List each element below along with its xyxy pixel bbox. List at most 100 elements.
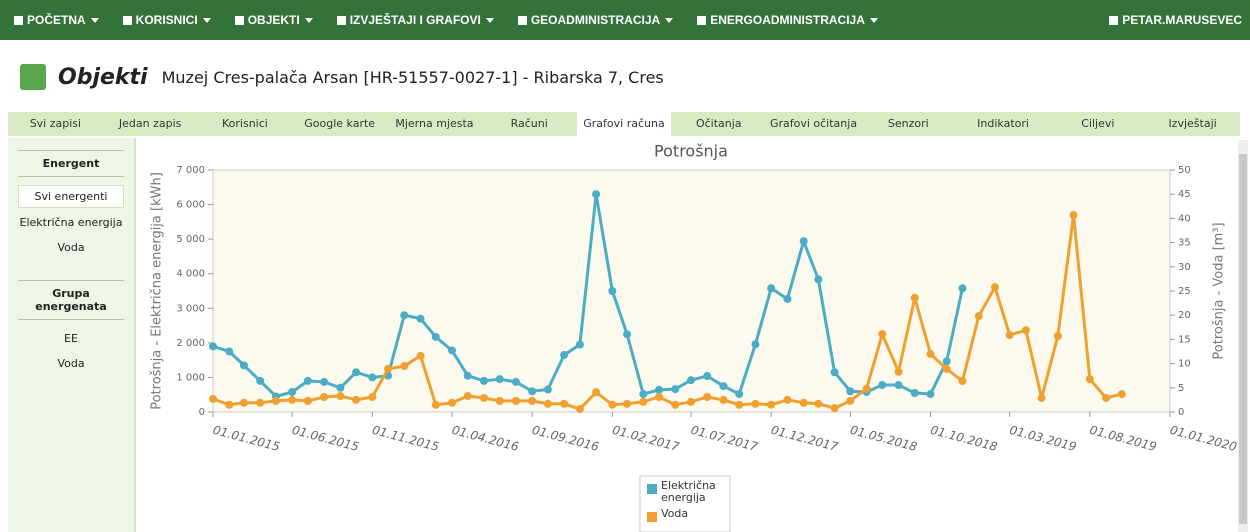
chart-title: Potrošnja [654,142,728,161]
sidebar-group: EE Voda [8,328,134,374]
data-point [814,399,823,408]
data-point [608,287,617,295]
page-title: Objekti [58,64,148,90]
nav-item[interactable]: IZVJEŠTAJI I GRAFOVI [337,13,494,27]
data-point [974,312,983,321]
legend-line: Električna [661,479,716,492]
tab[interactable]: Grafovi računa [576,112,672,136]
data-point [783,395,792,404]
data-point [447,346,456,355]
data-point [735,390,744,399]
data-point [271,396,280,405]
data-point [1085,375,1094,384]
y2-tick-label: 40 [1178,213,1191,224]
tab[interactable]: Očitanja [695,117,742,130]
x-tick-label: 01.11.2015 [371,423,441,454]
legend-swatch [647,512,657,522]
data-point [239,361,248,370]
data-point [431,332,440,341]
data-point [1117,390,1126,399]
data-point [958,284,967,293]
data-point [703,392,712,401]
tab[interactable]: Jedan zapis [118,117,182,130]
nav-item[interactable]: OBJEKTI [235,13,313,27]
x-tick-label: 01.02.2017 [611,423,681,454]
y-tick-label: 2 000 [176,338,205,349]
data-point [479,393,488,402]
data-point [719,382,728,391]
y2-tick-label: 50 [1178,165,1191,176]
x-tick-label: 01.06.2015 [290,423,360,454]
data-point [751,399,760,408]
data-point [463,371,472,380]
sidebar-item[interactable]: Voda [57,241,85,254]
chart: Potrošnja 0 1 000 2 000 3 000 4 000 5 000 6 00… [150,142,1237,532]
data-point [320,392,329,401]
data-point [352,395,361,404]
data-point [655,385,664,394]
tab[interactable]: Izvještaji [1168,117,1217,130]
data-point [894,367,903,376]
tab[interactable]: Google karte [304,117,376,130]
data-point [463,392,472,401]
data-point [894,381,903,390]
sidebar-item[interactable]: Voda [57,357,85,370]
x-tick-label: 01.03.2019 [1008,423,1078,454]
sidebar-item[interactable]: Električna energija [19,216,123,229]
y2-tick-label: 30 [1178,262,1191,273]
nav-item[interactable]: KORISNICI [123,13,211,27]
data-point [303,376,312,385]
data-point [528,387,537,396]
nav-item[interactable]: GEOADMINISTRACIJA [518,13,673,27]
tab[interactable]: Senzori [887,117,929,130]
data-point [209,342,217,351]
x-tick-label: 01.09.2016 [530,423,600,454]
tab[interactable]: Indikatori [977,117,1029,130]
nav-bar: POČETNA KORISNICI OBJEKTI IZVJEŠTAJI I G… [0,0,1250,40]
data-point [686,397,695,406]
data-point [225,347,234,356]
tab[interactable]: Računi [510,117,548,130]
data-point [990,283,999,292]
nav-item[interactable]: POČETNA [14,13,99,27]
data-point [336,392,345,401]
tab[interactable]: Mjerna mjesta [395,117,474,130]
y2-tick-label: 0 [1178,407,1184,418]
tab[interactable]: Ciljevi [1081,117,1115,130]
data-point [910,293,919,302]
sidebar-group: Svi energenti Električna energija Voda [8,185,134,258]
data-point [352,368,361,377]
scroll-thumb[interactable] [1239,154,1247,524]
sidebar-item[interactable]: Svi energenti [18,185,124,208]
data-point [1037,393,1046,402]
y-tick-label: 0 [199,407,205,418]
data-point [751,340,760,349]
x-tick-label: 01.12.2017 [769,423,839,454]
legend-swatch [647,484,657,494]
user-menu[interactable]: PETAR.MARUSEVEC [1109,13,1242,27]
tab[interactable]: Svi zapisi [29,117,82,130]
x-tick-label: 01.05.2018 [849,423,919,454]
data-point [416,351,425,360]
data-point [225,400,234,409]
data-point [623,330,632,339]
data-point [846,396,855,405]
y-tick-label: 1 000 [176,372,205,383]
scrollbar[interactable] [1238,140,1248,532]
data-point [416,314,425,323]
y2-tick-label: 20 [1178,310,1191,321]
data-point [1021,326,1030,335]
nav-item[interactable]: ENERGOADMINISTRACIJA [697,13,878,27]
data-point [862,384,871,393]
sidebar-item[interactable]: EE [64,332,78,345]
data-point [846,387,855,396]
data-point [639,397,648,406]
y-tick-label: 6 000 [176,200,205,211]
data-point [543,399,552,408]
data-point [767,400,776,409]
header: Objekti Muzej Cres-palača Arsan [HR-5155… [20,62,664,92]
y-axis-label: Potrošnja - Električna energija [kWh] [150,172,165,410]
tab[interactable]: Grafovi očitanja [769,117,858,130]
data-point [479,376,488,385]
tab[interactable]: Korisnici [221,117,268,130]
